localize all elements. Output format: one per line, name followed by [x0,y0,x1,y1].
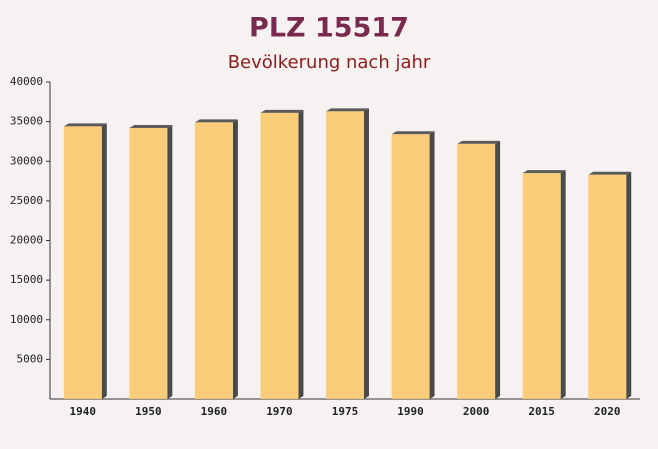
bar-side [232,119,238,399]
bar [522,173,561,399]
bar-top [522,170,566,174]
bar-top [129,124,173,128]
y-tick-label: 25000 [10,194,43,207]
bar-top [457,140,501,144]
x-tick-label: 2015 [528,405,555,418]
bar-top [588,171,632,175]
x-tick-label: 1975 [332,405,359,418]
bar-top [326,108,369,112]
bar [391,134,430,399]
bar-side [429,131,435,399]
bar-side [626,171,632,399]
bar-side [298,109,304,399]
x-tick-label: 2000 [463,405,490,418]
x-tick-label: 1940 [70,405,97,418]
bar [260,112,299,399]
bar-side [101,123,107,399]
bar [326,111,364,399]
bar [194,122,233,399]
y-tick-label: 30000 [10,154,43,167]
y-tick-label: 15000 [10,273,43,286]
x-tick-label: 1960 [201,405,228,418]
bar-side [364,108,369,399]
bar-side [167,124,173,399]
bar [457,143,496,399]
x-tick-label: 1950 [135,405,162,418]
bar-top [63,123,107,127]
y-tick-label: 5000 [17,352,44,365]
bar-top [194,119,238,123]
y-tick-label: 10000 [10,313,43,326]
bar [63,126,102,399]
bar-top [391,131,435,135]
bar-top [260,109,304,113]
x-tick-label: 2020 [594,405,621,418]
chart-title: PLZ 15517 [249,13,409,44]
bar [129,127,168,399]
y-tick-label: 20000 [10,234,43,247]
y-tick-label: 35000 [10,115,43,128]
bar-side [495,140,501,399]
chart-subtitle: Bevölkerung nach jahr [228,52,431,73]
x-tick-label: 1990 [397,405,424,418]
x-tick-label: 1970 [266,405,293,418]
y-tick-label: 40000 [10,75,43,88]
bar-side [560,170,566,399]
bar [588,174,627,399]
